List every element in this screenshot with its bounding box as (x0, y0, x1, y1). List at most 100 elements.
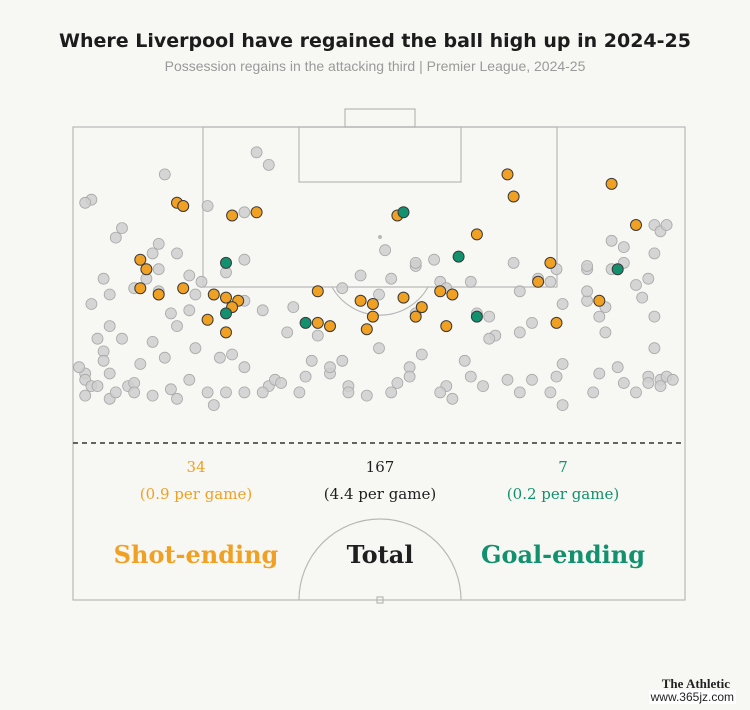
total-point (360, 389, 373, 402)
total-point (103, 288, 116, 301)
total-point (103, 367, 116, 380)
total-point (581, 260, 593, 272)
total-point (409, 256, 422, 269)
total-count: 167 (366, 458, 395, 476)
total-point (97, 272, 110, 285)
total-point (238, 253, 251, 266)
total-point (146, 389, 159, 402)
shot-ending-point (201, 313, 214, 326)
total-point (336, 282, 349, 295)
shot-ending-point (250, 206, 263, 219)
total-point (152, 237, 165, 250)
total-point (556, 399, 569, 412)
total-point (446, 392, 459, 405)
shot-ending-point (134, 253, 147, 266)
total-point (556, 298, 569, 310)
total-point (103, 320, 116, 333)
goal-count: 7 (558, 458, 568, 476)
total-point (207, 399, 220, 412)
total-point (464, 370, 477, 383)
total-point (256, 304, 269, 317)
total-point (146, 247, 159, 260)
total-point (171, 247, 183, 260)
shot-ending-point (434, 285, 447, 298)
total-point (611, 361, 624, 374)
shot-ending-point (311, 285, 324, 298)
total-point (660, 219, 673, 231)
total-point (171, 320, 183, 333)
total-point (507, 256, 520, 269)
total-point (109, 386, 122, 399)
shot-ending-point (470, 228, 483, 241)
total-point (544, 386, 557, 399)
shot-ending-point (134, 282, 147, 295)
total-per-game: (4.4 per game) (324, 485, 436, 503)
total-point (183, 304, 196, 317)
total-point (526, 373, 538, 386)
penalty-arc (331, 286, 429, 316)
total-point (593, 310, 606, 323)
shot-ending-point (354, 294, 367, 307)
shot-ending-point (440, 320, 453, 333)
total-point (299, 370, 312, 383)
total-point (483, 332, 496, 345)
total-point (146, 335, 159, 348)
total-point (91, 380, 104, 393)
total-point (428, 253, 441, 266)
total-label: Total (347, 540, 414, 569)
total-point (238, 206, 251, 219)
goal-ending-point (611, 263, 624, 276)
total-point (171, 392, 183, 405)
goal-ending-point (220, 256, 232, 269)
shot-per-game: (0.9 per game) (140, 485, 252, 503)
total-point (201, 386, 214, 399)
shot-ending-point (446, 288, 459, 301)
total-point (281, 326, 294, 339)
shot-count: 34 (186, 458, 205, 476)
chart-title: Where Liverpool have regained the ball h… (59, 30, 691, 52)
shot-ending-point (409, 310, 422, 323)
total-point (275, 377, 288, 389)
total-point (513, 326, 526, 339)
watermark[interactable]: www.365jz.com (648, 690, 736, 704)
total-point (116, 222, 128, 235)
total-point (195, 275, 208, 288)
goal-label: Goal-ending (481, 540, 645, 569)
total-point (189, 288, 202, 301)
total-point (642, 272, 655, 285)
shot-ending-point (207, 288, 220, 301)
shot-ending-point (226, 209, 239, 222)
total-point (526, 316, 538, 329)
shot-ending-point (397, 291, 410, 304)
brand-logo: The Athletic (661, 676, 730, 691)
total-point (79, 196, 92, 209)
total-point (293, 386, 306, 399)
total-point (464, 275, 477, 288)
total-point (152, 263, 165, 276)
total-point (354, 269, 367, 282)
total-point (544, 275, 557, 288)
total-point (556, 358, 569, 370)
total-point (324, 361, 336, 374)
shot-ending-point (544, 256, 557, 269)
total-point (483, 310, 496, 323)
shot-ending-point (177, 200, 190, 212)
shot-ending-point (507, 190, 520, 203)
total-point (250, 146, 263, 159)
shot-ending-point (311, 316, 324, 329)
total-point (79, 389, 92, 402)
total-point (434, 386, 447, 399)
total-point (642, 377, 655, 389)
total-point (226, 348, 239, 361)
total-point (617, 377, 630, 389)
total-point (593, 367, 606, 380)
total-point (189, 342, 202, 355)
total-point (220, 386, 232, 399)
goal-ending-point (452, 250, 465, 263)
total-point (164, 383, 177, 396)
total-point (666, 373, 679, 386)
shot-ending-point (177, 282, 190, 295)
total-point (305, 354, 318, 367)
total-point (85, 298, 98, 310)
